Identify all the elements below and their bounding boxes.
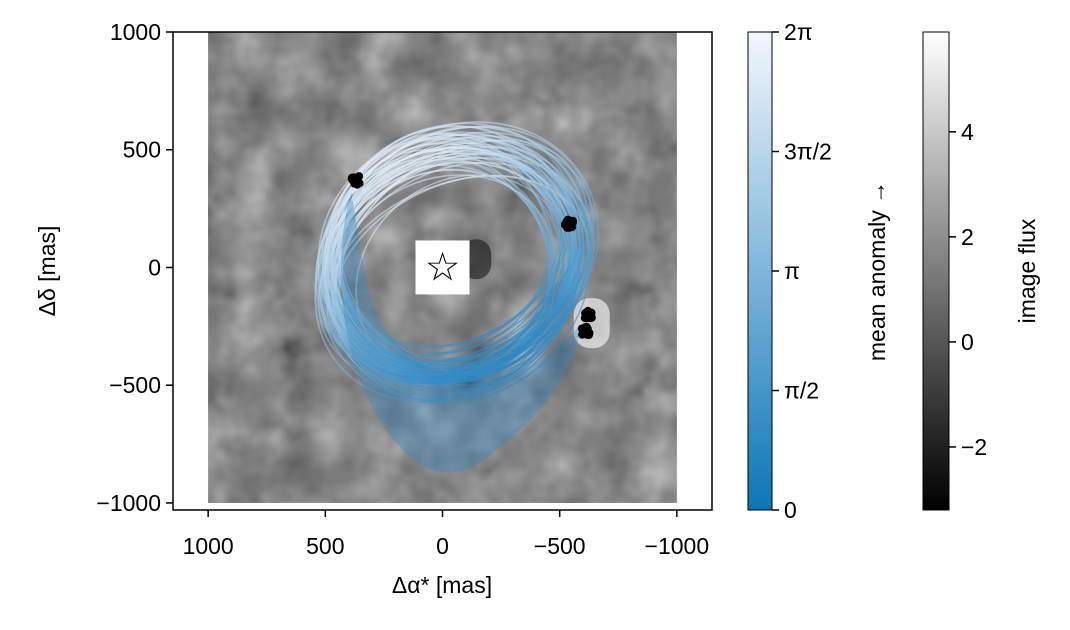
colorbar-tick-label: 0 <box>784 497 797 523</box>
colorbar-mean-anomaly-gradient <box>747 31 773 511</box>
epoch-point <box>582 325 591 334</box>
orbit-track <box>324 139 595 375</box>
y-tick-label: −1000 <box>96 490 161 516</box>
x-tick-label: −500 <box>534 533 586 559</box>
colorbar-tick-label: 2 <box>961 224 974 250</box>
star-icon: ☆ <box>425 245 461 289</box>
orbit-track <box>315 147 573 385</box>
y-tick-label: −500 <box>109 372 161 398</box>
orbit-track <box>335 161 577 367</box>
x-tick-label: 0 <box>436 533 449 559</box>
orbit-track <box>328 121 599 370</box>
colorbar-tick-label: 4 <box>961 119 974 145</box>
orbit-density <box>340 192 579 473</box>
orbit-track <box>320 161 578 401</box>
epoch-point <box>563 223 572 232</box>
colorbar-tick-label: 3π/2 <box>784 139 832 165</box>
y-tick-label: 1000 <box>110 19 161 45</box>
colorbar-image-flux-gradient <box>922 31 950 511</box>
colorbar-tick-label: π <box>784 258 800 284</box>
colorbar-image-flux: −2 0 2 4 image flux <box>922 31 1040 511</box>
colorbar-tick-label: 2π <box>784 19 813 45</box>
plot-area: ☆ <box>172 31 713 511</box>
epoch-point <box>350 179 359 188</box>
epoch-points <box>347 172 596 340</box>
y-tick-label: 500 <box>123 137 161 163</box>
orbit-track <box>323 149 566 394</box>
y-tick-label: 0 <box>148 254 161 280</box>
star-marker: ☆ <box>415 240 470 295</box>
colorbar-tick-label: π/2 <box>784 378 819 404</box>
orbit-ensemble <box>314 121 599 473</box>
colorbar-tick-label: 0 <box>961 329 974 355</box>
x-tick-label: 1000 <box>183 533 234 559</box>
y-axis-label: Δδ [mas] <box>34 226 60 317</box>
colorbar-mean-anomaly: 0 π/2 π 3π/2 2π mean anomaly → <box>747 19 890 523</box>
y-axis: −1000 −500 0 500 1000 <box>96 19 173 516</box>
x-tick-label: 500 <box>306 533 344 559</box>
colorbar-tick-label: −2 <box>961 434 987 460</box>
star-background <box>415 240 470 295</box>
colorbar-mean-anomaly-label: mean anomaly → <box>864 181 890 361</box>
epoch-point <box>581 309 590 318</box>
epoch-point <box>565 216 574 226</box>
x-tick-label: −1000 <box>645 533 710 559</box>
x-axis-label: Δα* [mas] <box>392 572 492 598</box>
orbit-track <box>334 168 550 380</box>
colorbar-image-flux-label: image flux <box>1014 218 1040 323</box>
x-axis: 1000 500 0 −500 −1000 <box>183 510 710 559</box>
